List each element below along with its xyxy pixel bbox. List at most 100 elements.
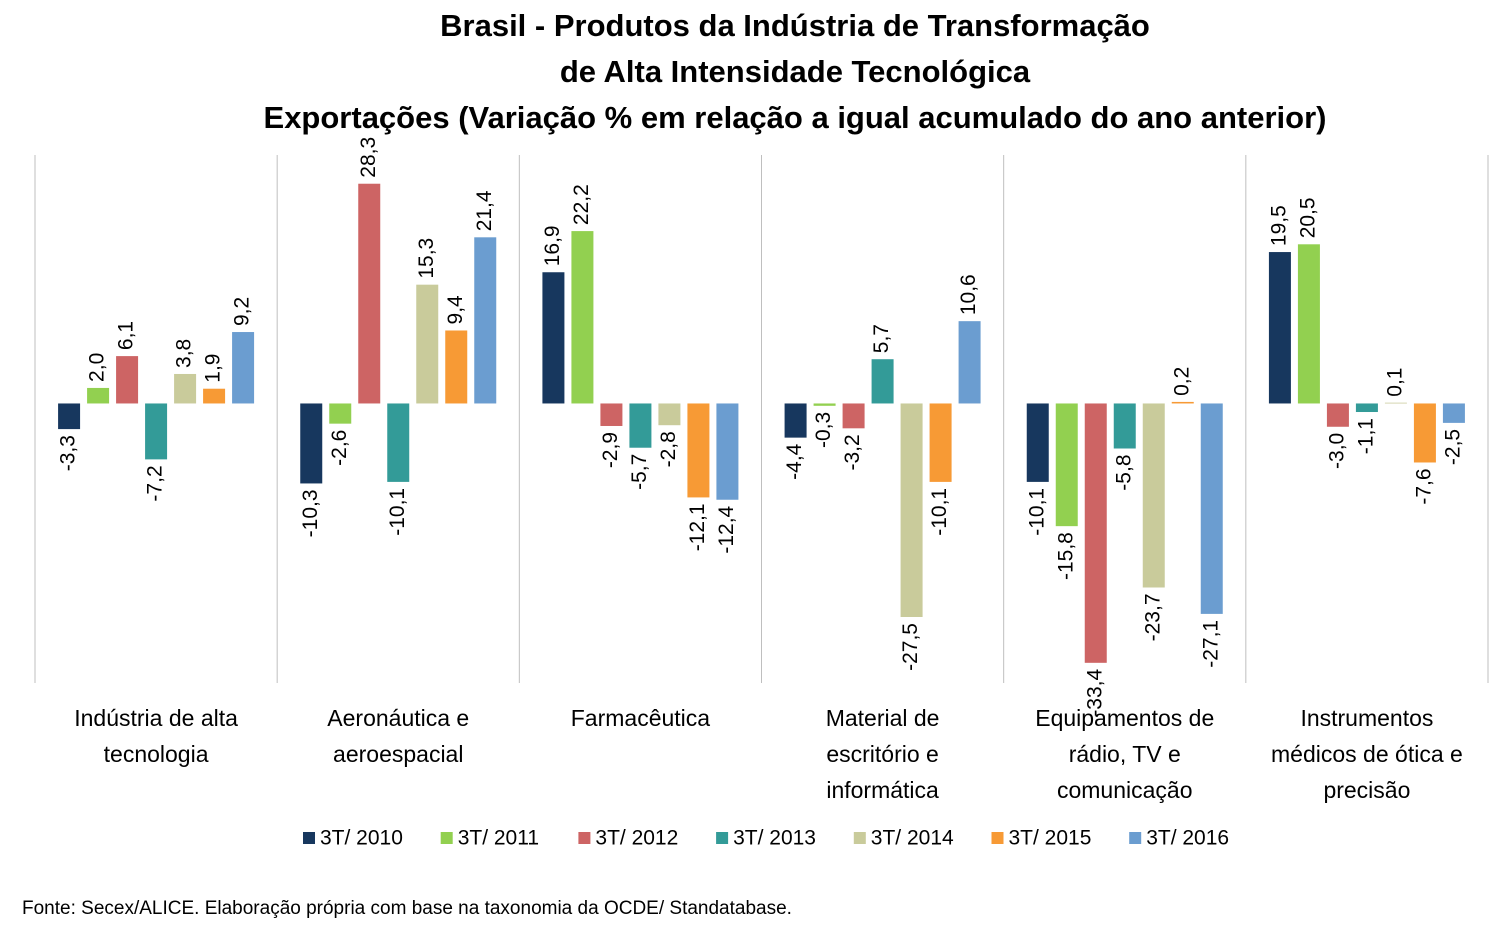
data-label: -12,4 — [715, 505, 738, 553]
data-label: 16,9 — [541, 225, 564, 266]
data-label: -3,0 — [1325, 433, 1348, 469]
data-label: 28,3 — [357, 137, 380, 178]
chart-title: Brasil - Produtos da Indústria de Transf… — [440, 8, 1150, 43]
legend-swatch — [303, 832, 315, 844]
bar — [474, 237, 497, 404]
data-label: 19,5 — [1267, 205, 1290, 246]
bar — [1055, 403, 1078, 527]
data-label: -23,7 — [1141, 593, 1164, 641]
legend-label: 3T/ 2015 — [1009, 827, 1092, 850]
bar — [658, 403, 681, 426]
bar — [1200, 403, 1223, 614]
data-label: -27,5 — [899, 623, 922, 671]
legend-swatch — [716, 832, 729, 844]
x-tick-label: precisão — [1323, 777, 1410, 803]
data-label: 6,1 — [115, 321, 138, 350]
bar — [174, 373, 197, 404]
data-label: -2,9 — [599, 432, 622, 468]
data-label: -2,8 — [657, 431, 680, 467]
x-tick-label: escritório e — [826, 741, 938, 767]
bar — [203, 388, 226, 404]
data-label: -2,5 — [1441, 429, 1464, 465]
data-label: -3,3 — [57, 435, 80, 471]
x-tick-label: Instrumentos — [1300, 705, 1433, 731]
x-tick-label: Material de — [826, 705, 940, 731]
x-tick-label: informática — [826, 777, 939, 803]
bar — [387, 403, 410, 482]
data-label: -27,1 — [1199, 620, 1222, 668]
data-label: -1,1 — [1354, 418, 1377, 454]
data-label: -15,8 — [1054, 532, 1077, 580]
data-label: -12,1 — [686, 503, 709, 551]
legend-label: 3T/ 2014 — [871, 827, 954, 850]
bar — [1268, 252, 1291, 404]
bar — [1413, 403, 1436, 463]
chart-title: Exportações (Variação % em relação a igu… — [264, 100, 1327, 135]
bar — [1026, 403, 1049, 482]
legend-swatch — [1129, 832, 1142, 844]
data-label: -33,4 — [1083, 669, 1106, 717]
data-label: -2,6 — [328, 430, 351, 466]
data-label: 0,1 — [1383, 367, 1406, 396]
bar — [813, 403, 836, 406]
data-label: 1,9 — [202, 354, 225, 383]
data-label: 5,7 — [870, 324, 893, 353]
bar — [358, 183, 381, 404]
bar — [329, 403, 352, 424]
x-tick-label: Farmacêutica — [571, 705, 711, 731]
data-label: -5,7 — [628, 454, 651, 490]
data-label: -10,1 — [386, 488, 409, 536]
data-label: -4,4 — [783, 443, 806, 480]
bar — [842, 403, 865, 429]
data-label: 15,3 — [415, 238, 438, 279]
x-tick-label: Indústria de alta — [74, 705, 238, 731]
data-label: -10,3 — [299, 489, 322, 537]
bar — [445, 330, 468, 404]
x-tick-label: comunicação — [1057, 777, 1193, 803]
x-tick-label: tecnologia — [104, 741, 209, 767]
data-label: 22,2 — [570, 184, 593, 225]
data-label: 10,6 — [957, 274, 980, 315]
data-label: 20,5 — [1296, 197, 1319, 238]
bar — [1113, 403, 1136, 449]
legend-label: 3T/ 2016 — [1146, 827, 1229, 850]
bar — [958, 321, 981, 404]
bar — [600, 403, 623, 426]
data-label: -0,3 — [812, 412, 835, 448]
bar — [900, 403, 923, 617]
chart-title: de Alta Intensidade Tecnológica — [560, 54, 1031, 89]
bar — [871, 359, 894, 404]
data-label: -10,1 — [928, 488, 951, 536]
bar — [58, 403, 81, 430]
data-label: 2,0 — [86, 353, 109, 382]
bar — [1384, 402, 1407, 404]
legend-label: 3T/ 2012 — [595, 827, 678, 850]
bar — [1171, 401, 1194, 404]
bar — [929, 403, 952, 482]
bar — [1326, 403, 1349, 427]
data-label: 9,4 — [444, 295, 467, 325]
x-tick-label: Equipamentos de — [1035, 705, 1214, 731]
data-label: -7,6 — [1412, 468, 1435, 504]
x-tick-label: médicos de ótica e — [1271, 741, 1463, 767]
bar — [571, 231, 594, 404]
bar — [542, 272, 565, 404]
bar — [629, 403, 652, 448]
legend-label: 3T/ 2011 — [458, 827, 539, 850]
legend-label: 3T/ 2010 — [320, 827, 403, 850]
data-label: -10,1 — [1025, 488, 1048, 536]
legend-label: 3T/ 2013 — [733, 827, 816, 850]
bar — [1355, 403, 1378, 413]
bar — [87, 387, 110, 404]
data-label: 3,8 — [173, 339, 196, 368]
bar — [784, 403, 807, 438]
legend-swatch — [853, 832, 866, 844]
bar — [1084, 403, 1107, 663]
bar — [1297, 244, 1320, 404]
bar — [716, 403, 739, 500]
bar — [232, 332, 255, 404]
data-label: 9,2 — [231, 297, 254, 326]
data-label: -7,2 — [144, 465, 167, 501]
x-tick-label: rádio, TV e — [1069, 741, 1181, 767]
